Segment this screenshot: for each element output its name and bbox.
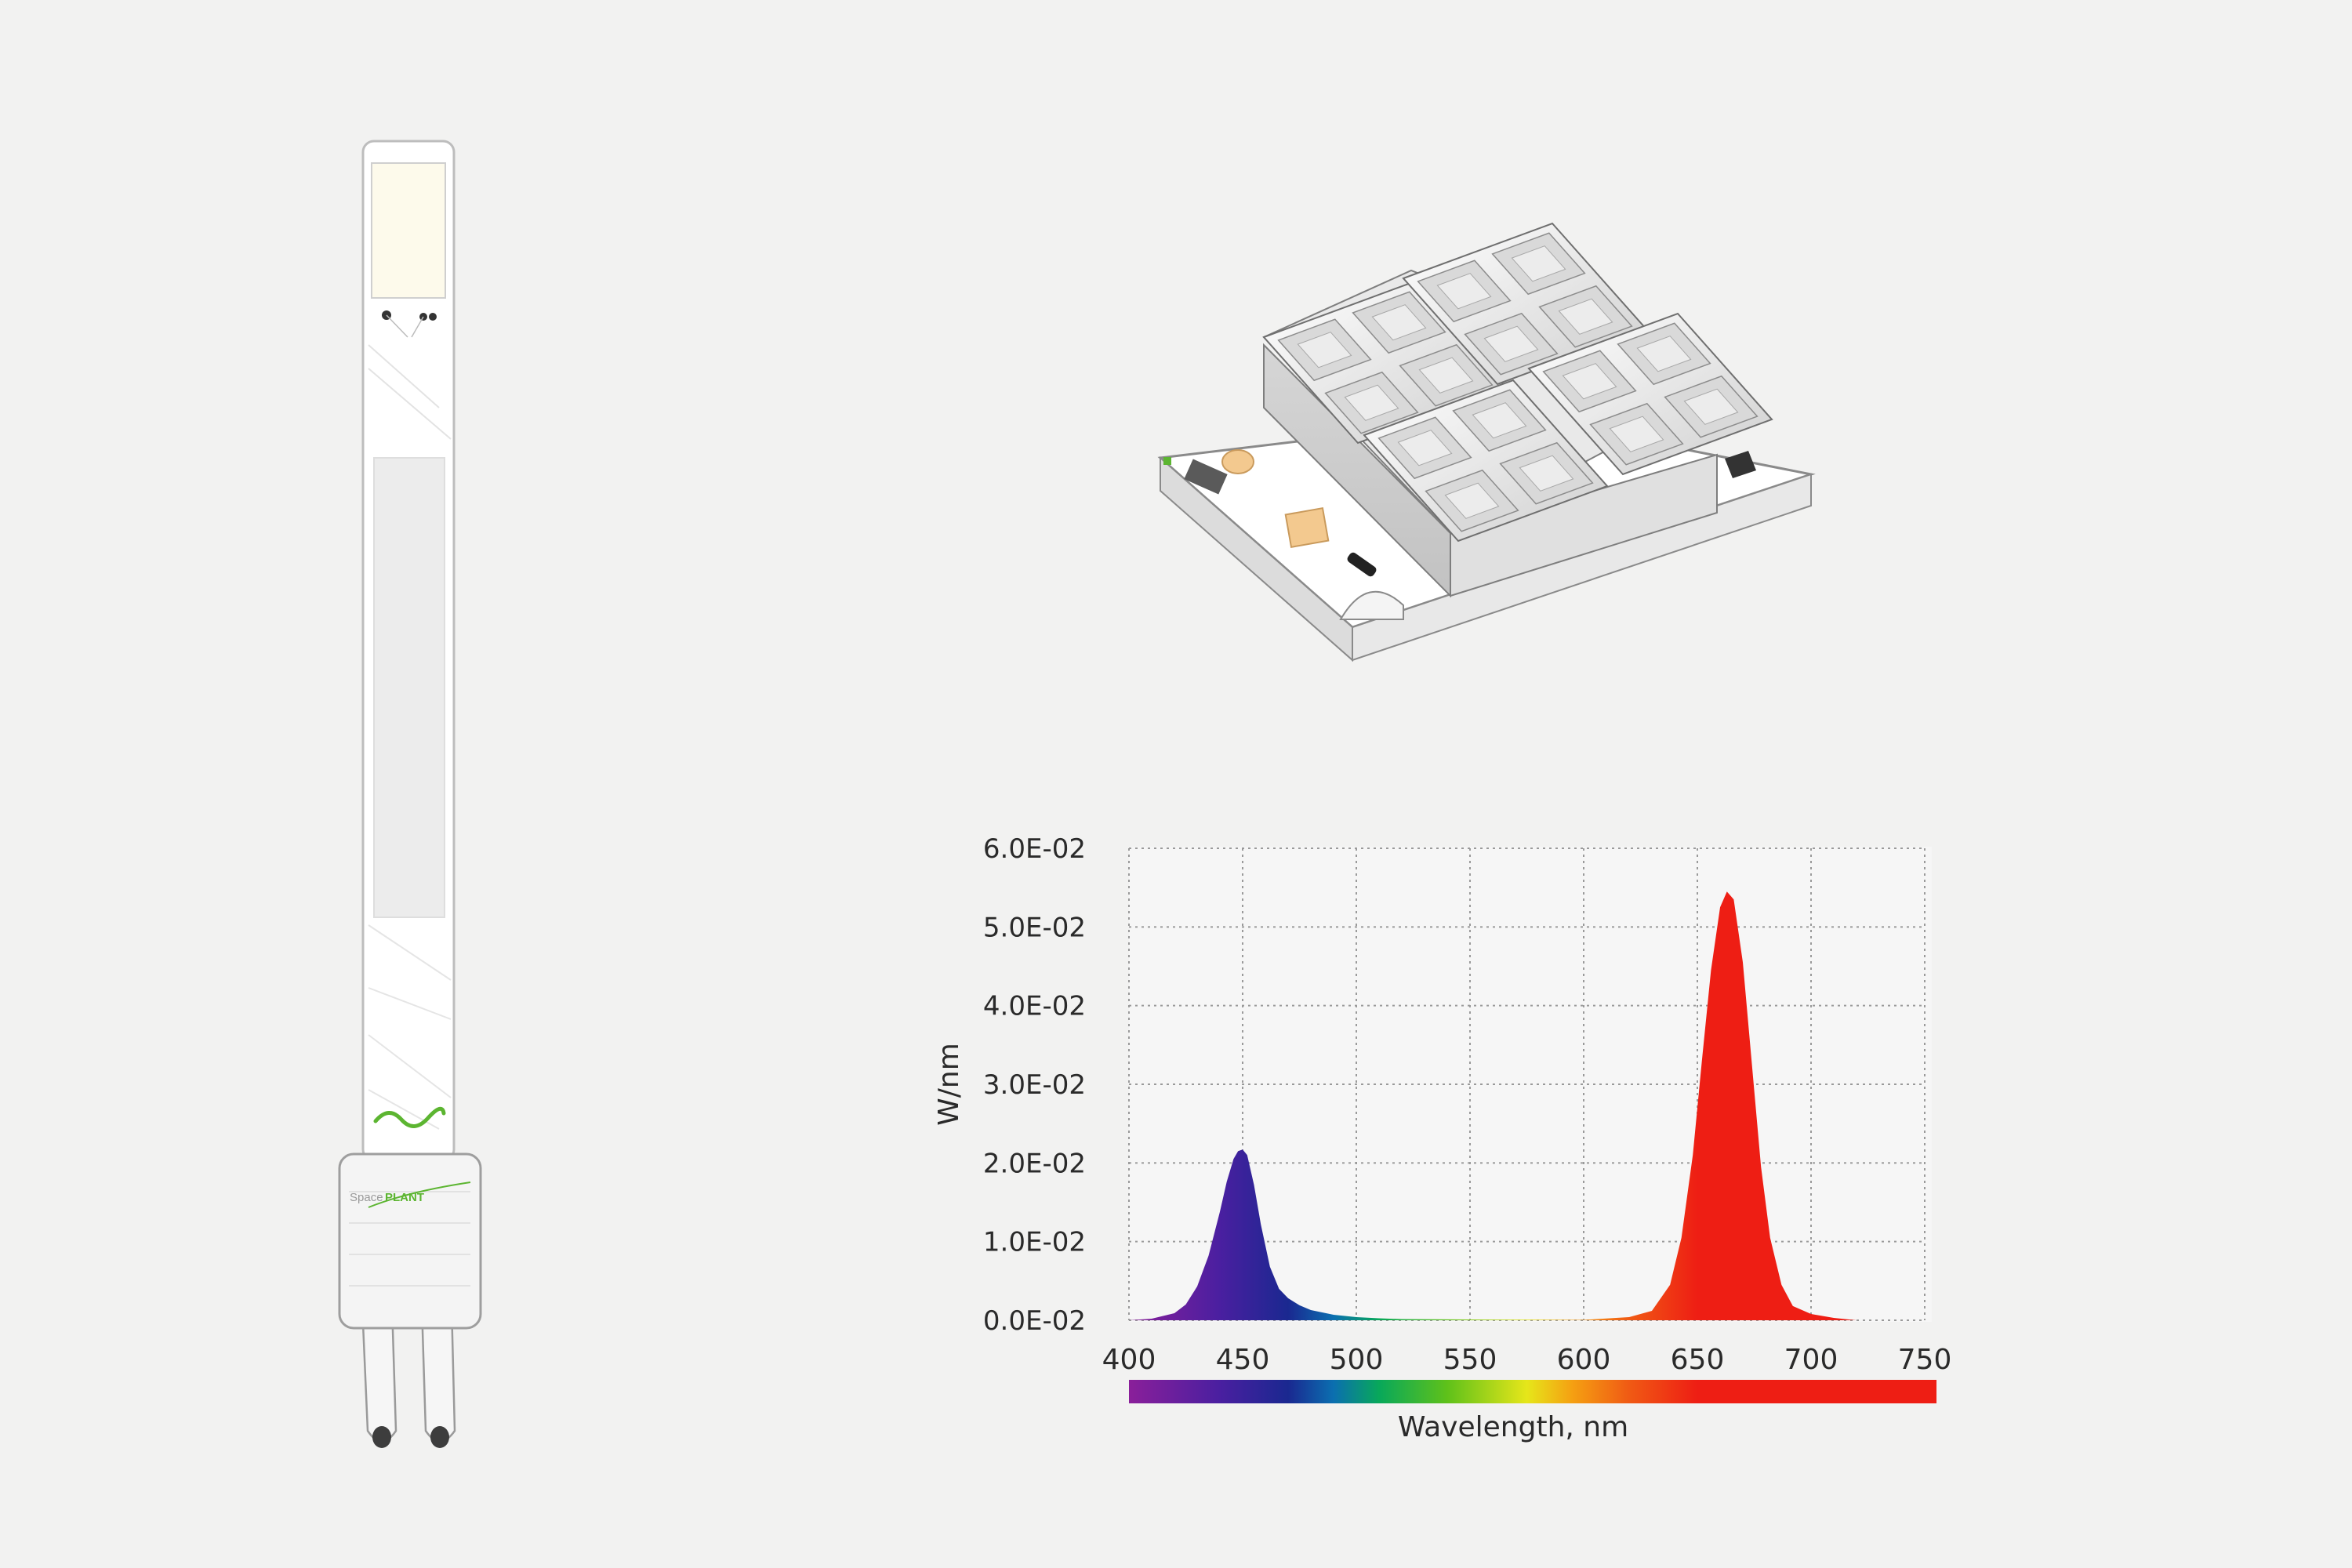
sensor-head (338, 1152, 482, 1330)
sensor-indicator-dot (429, 313, 437, 321)
sensor-wave-mark (373, 1106, 446, 1128)
x-tick-label: 650 (1671, 1344, 1725, 1376)
y-axis-title: W/nm (933, 1043, 965, 1126)
sensor-display (371, 162, 446, 299)
led-module-illustration (1157, 222, 1816, 662)
sensor-prong-tip-left (372, 1426, 391, 1448)
spectrum-areas (1129, 891, 1857, 1320)
y-tick-label: 1.0E-02 (983, 1227, 1086, 1258)
x-tick-label: 550 (1443, 1344, 1497, 1376)
x-axis-title: Wavelength, nm (1398, 1411, 1628, 1443)
spectrum-chart: 0.0E-02 1.0E-02 2.0E-02 3.0E-02 4.0E-02 5.0E-… (933, 833, 1951, 1443)
y-tick-label: 3.0E-02 (983, 1069, 1086, 1101)
sensor-logo-name: PLANT (385, 1191, 424, 1204)
sensor-logo-prefix: Space (350, 1191, 383, 1204)
y-tick-label: 6.0E-02 (983, 833, 1086, 865)
lens-cluster (1363, 379, 1609, 543)
spectrum-peak-2 (1584, 891, 1857, 1320)
led-solder-pad (1221, 449, 1254, 474)
y-tick-label: 2.0E-02 (983, 1148, 1086, 1179)
sensor-prong-tip-right (430, 1426, 449, 1448)
y-tick-label: 4.0E-02 (983, 991, 1086, 1022)
y-tick-label: 5.0E-02 (983, 912, 1086, 943)
x-tick-label: 600 (1557, 1344, 1611, 1376)
x-tick-label: 450 (1216, 1344, 1270, 1376)
y-axis: 0.0E-02 1.0E-02 2.0E-02 3.0E-02 4.0E-02 5.0E-… (983, 833, 1086, 1337)
x-tick-label: 400 (1102, 1344, 1156, 1376)
x-tick-label: 750 (1898, 1344, 1952, 1376)
y-tick-label: 0.0E-02 (983, 1305, 1086, 1337)
x-tick-label: 500 (1330, 1344, 1384, 1376)
led-solder-pad (1284, 506, 1330, 549)
sensor-panel (373, 457, 445, 918)
spectrum-peak-1 (1129, 1149, 1584, 1320)
lens-cluster (1527, 312, 1773, 476)
spectrum-color-bar (1129, 1380, 1936, 1403)
soil-sensor-device: Space PLANT (338, 140, 482, 1448)
led-ic-chip (1184, 459, 1228, 495)
x-tick-label: 700 (1784, 1344, 1838, 1376)
x-axis: 400 450 500 550 600 650 700 750 (1102, 1344, 1952, 1376)
